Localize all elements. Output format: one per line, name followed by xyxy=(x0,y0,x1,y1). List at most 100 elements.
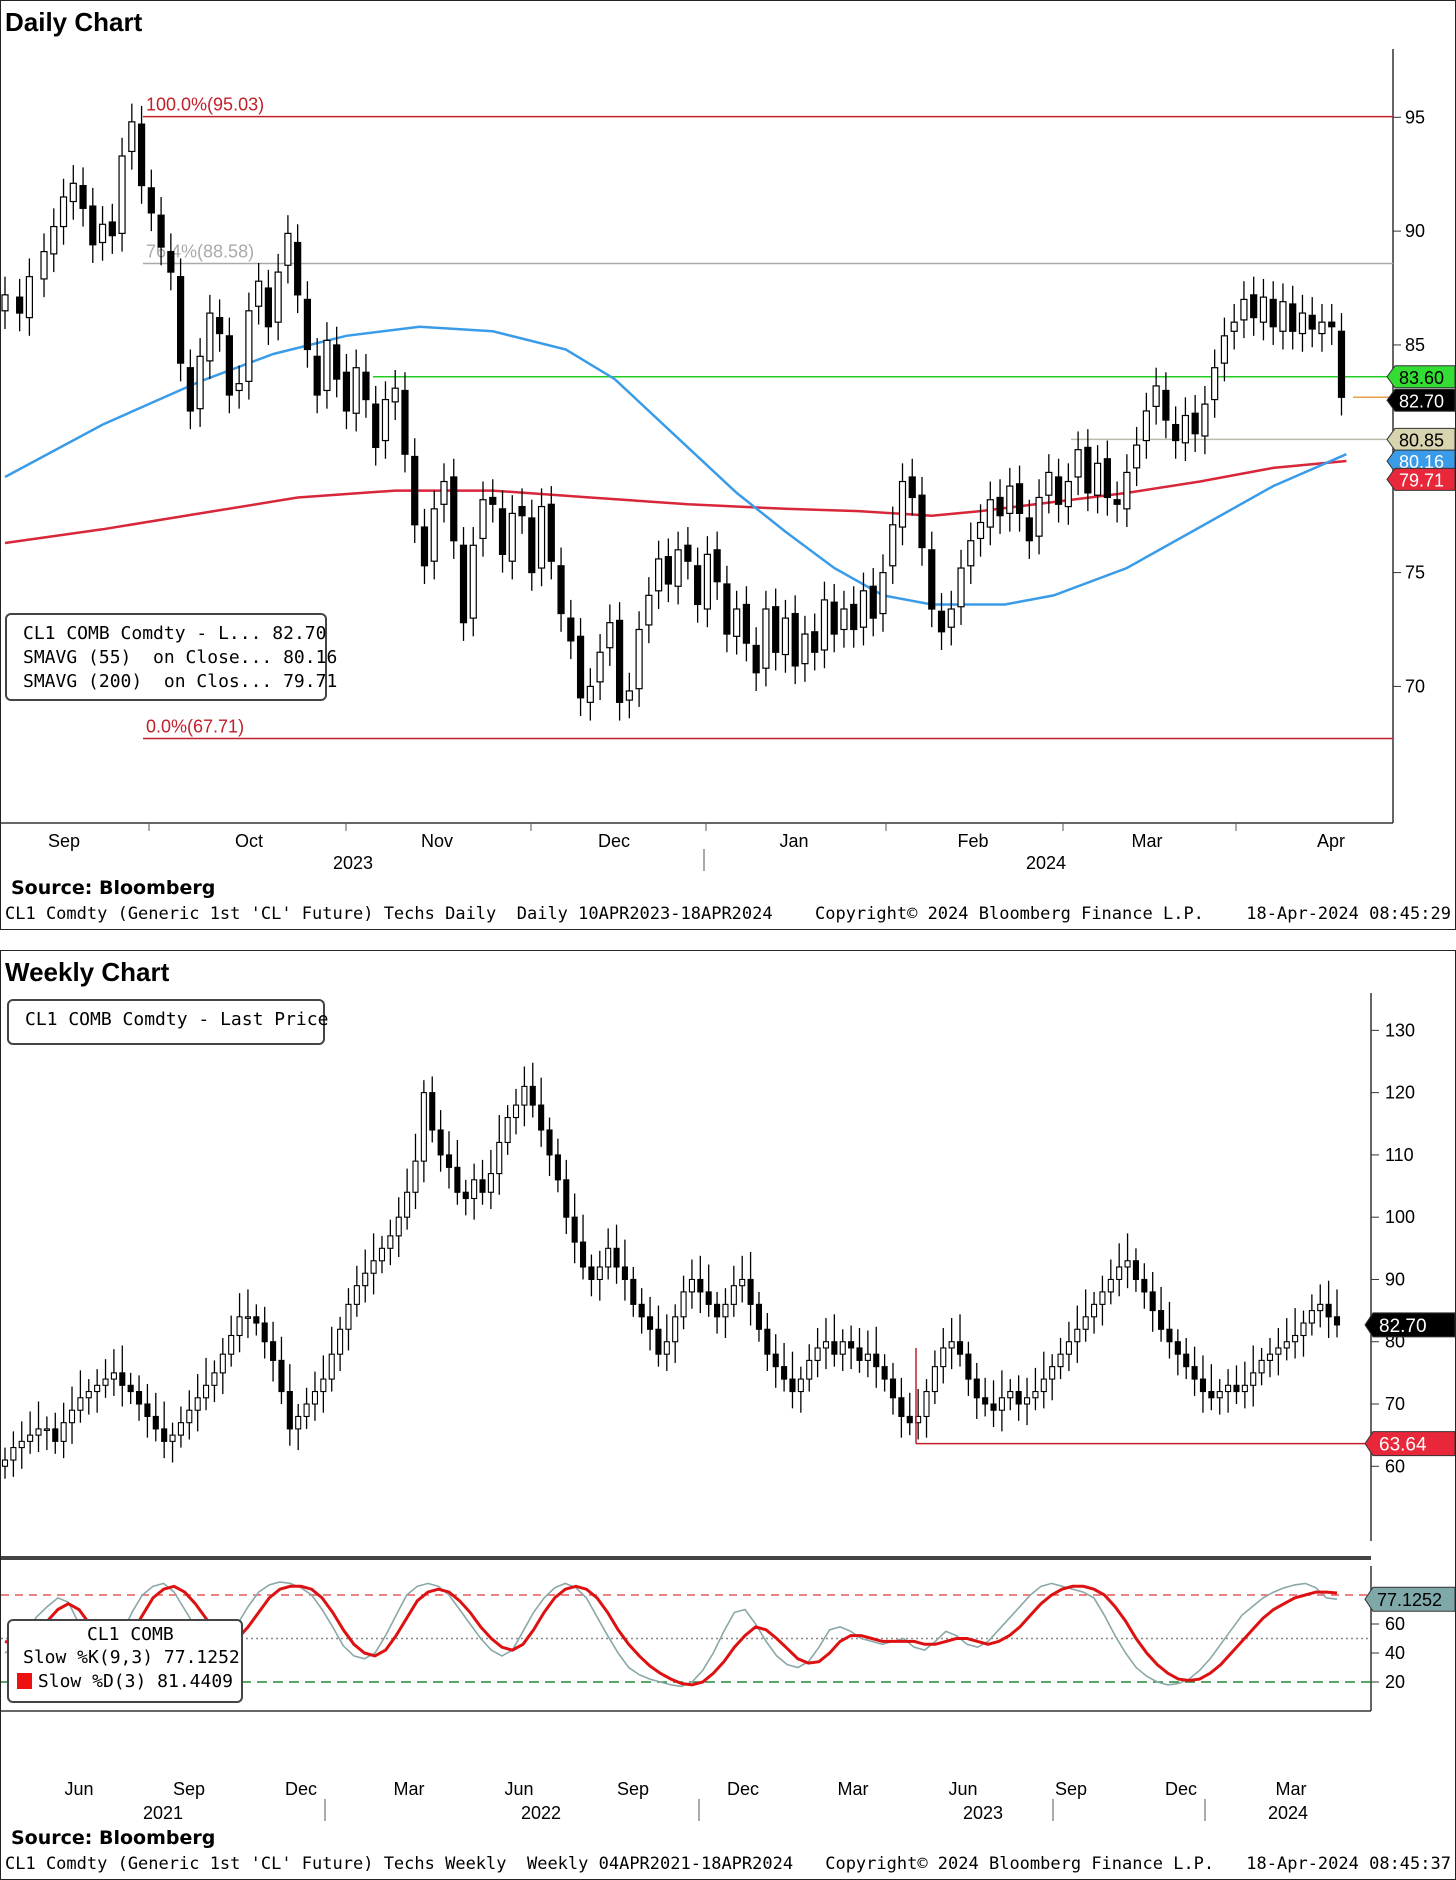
weekly-candle-body xyxy=(1116,1266,1123,1281)
daily-x-year-label: 2024 xyxy=(1026,853,1066,871)
daily-candle-body xyxy=(333,344,341,380)
stoch-legend-title-text: CL1 COMB xyxy=(87,1623,174,1645)
weekly-candle-body xyxy=(1266,1353,1274,1361)
daily-x-month-label: Mar xyxy=(1132,831,1163,851)
weekly-candle-body xyxy=(387,1235,394,1249)
daily-source: Source: Bloomberg xyxy=(11,877,216,899)
daily-candle-body xyxy=(1230,321,1238,332)
daily-candle-body xyxy=(1084,446,1092,494)
weekly-candle-body xyxy=(680,1291,687,1318)
daily-candle-body xyxy=(1259,296,1268,323)
daily-candle-body xyxy=(1113,499,1121,505)
legend-row-sma55: SMAVG (55) on Close... 80.16 xyxy=(17,645,337,669)
daily-candle-body xyxy=(450,476,458,542)
daily-candle-body xyxy=(440,480,448,505)
weekly-value-tag-label: 82.70 xyxy=(1379,1316,1427,1337)
weekly-candle-body xyxy=(437,1129,444,1156)
weekly-candle-body xyxy=(161,1428,168,1442)
daily-candle-body xyxy=(216,317,224,335)
weekly-candle-body xyxy=(538,1104,545,1131)
weekly-x-month-label: Dec xyxy=(285,1779,317,1799)
daily-candle-body xyxy=(830,601,838,635)
weekly-candle-body xyxy=(1199,1378,1207,1393)
weekly-candle-body xyxy=(420,1092,427,1162)
daily-candle-body xyxy=(820,599,829,651)
weekly-candle-body xyxy=(655,1328,662,1355)
daily-candle-body xyxy=(323,339,331,392)
weekly-y-tick-label: 70 xyxy=(1385,1394,1405,1414)
daily-candle-body xyxy=(459,544,468,624)
weekly-candle-body xyxy=(404,1191,411,1218)
weekly-candle-body xyxy=(579,1241,587,1268)
weekly-candle-body xyxy=(345,1303,352,1330)
weekly-candle-body xyxy=(998,1397,1005,1411)
weekly-candle-body xyxy=(772,1353,779,1368)
daily-candle-body xyxy=(1298,312,1307,335)
weekly-candle-body xyxy=(831,1341,838,1355)
daily-candle-body xyxy=(606,622,614,649)
daily-candle-body xyxy=(1123,471,1131,510)
daily-x-month-label: Oct xyxy=(235,831,263,851)
daily-candle-body xyxy=(108,221,116,237)
daily-candle-body xyxy=(401,389,409,455)
weekly-candle-body xyxy=(1124,1260,1131,1268)
daily-candle-body xyxy=(372,403,380,448)
daily-candle-body xyxy=(498,508,507,555)
weekly-candle-body xyxy=(1074,1328,1081,1343)
daily-candle-body xyxy=(957,567,965,608)
daily-candle-body xyxy=(342,371,351,412)
daily-candle-body xyxy=(596,651,604,683)
daily-candle-body xyxy=(157,214,165,248)
weekly-candle-body xyxy=(1208,1390,1215,1399)
weekly-candle-body xyxy=(144,1403,151,1418)
daily-candle-body xyxy=(811,631,819,653)
weekly-candle-body xyxy=(102,1378,109,1386)
daily-candle-body xyxy=(850,603,858,631)
weekly-x-month-label: Jun xyxy=(948,1779,977,1799)
weekly-candle-body xyxy=(253,1316,260,1324)
weekly-chart-title: Weekly Chart xyxy=(5,957,170,987)
daily-candle-body xyxy=(703,553,711,610)
legend-row-weekly-price: CL1 COMB Comdty - Last Price xyxy=(19,1007,328,1031)
daily-candle-body xyxy=(79,184,87,209)
weekly-candle-body xyxy=(412,1160,419,1193)
weekly-candle-body xyxy=(43,1428,50,1431)
daily-candle-body xyxy=(1308,314,1316,330)
daily-candle-body xyxy=(645,594,653,626)
daily-sma55-line xyxy=(4,325,1347,606)
weekly-candle-body xyxy=(320,1378,327,1393)
daily-candle-body xyxy=(206,312,214,362)
stoch-y-tick-label: 60 xyxy=(1385,1614,1405,1634)
weekly-candle-body xyxy=(973,1378,980,1399)
daily-x-month-label: Apr xyxy=(1317,831,1345,851)
weekly-candle-body xyxy=(839,1341,846,1355)
weekly-candle-body xyxy=(211,1372,218,1386)
weekly-candle-body xyxy=(362,1272,369,1287)
weekly-candle-body xyxy=(931,1366,938,1393)
daily-candle-body xyxy=(889,524,897,567)
daily-value-tag xyxy=(1386,365,1455,389)
daily-candle-body xyxy=(284,232,292,266)
legend-value-stoch-d: 81.4409 xyxy=(157,1670,233,1692)
legend-value-sma55: 80.16 xyxy=(283,646,338,668)
weekly-candle-body xyxy=(730,1285,737,1305)
daily-candle-body xyxy=(723,583,731,635)
daily-candle-body xyxy=(430,508,438,562)
weekly-candle-body xyxy=(1032,1390,1039,1399)
weekly-candle-body xyxy=(764,1328,771,1355)
legend-value-sma200: 79.71 xyxy=(283,670,338,692)
daily-value-tag-label: 79.71 xyxy=(1399,470,1444,490)
daily-candle-body xyxy=(1162,389,1170,421)
weekly-x-month-label: Mar xyxy=(394,1779,425,1799)
daily-candle-body xyxy=(245,310,253,382)
weekly-candle-body xyxy=(705,1291,712,1305)
daily-candle-body xyxy=(479,499,487,540)
weekly-candle-body xyxy=(621,1266,628,1281)
weekly-chart-panel: Weekly Chart 60 70 80 90 100 110 120 130 82.70 63… xyxy=(0,950,1456,1880)
weekly-candle-body xyxy=(1057,1353,1064,1368)
weekly-x-year-label: 2021 xyxy=(143,1803,183,1821)
daily-candle-body xyxy=(1191,412,1199,435)
daily-candle-body xyxy=(1094,462,1102,496)
weekly-candle-body xyxy=(1023,1397,1031,1405)
daily-x-month-label: Sep xyxy=(48,831,80,851)
